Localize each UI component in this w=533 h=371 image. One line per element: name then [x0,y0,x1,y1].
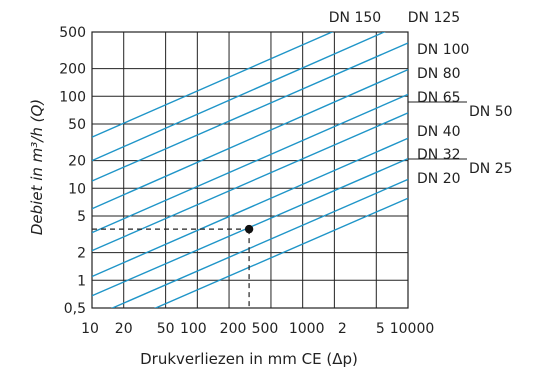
series-line [92,68,408,210]
x-tick-label: 5 [376,321,385,337]
series-line [92,137,408,278]
y-tick-label: 500 [59,25,86,41]
series-label: DN 25 [469,161,513,177]
series-label: DN 40 [417,124,461,140]
series-lines [92,32,408,308]
x-tick-label: 200 [220,321,247,337]
x-tick-label: 10 [81,321,99,337]
series-label: DN 80 [417,66,461,82]
y-tick-labels: 0,5 1 2 5 10 20 50 100 200 500 [59,25,86,317]
series-label: DN 150 [329,10,381,26]
x-tick-label: 50 [157,321,175,337]
y-tick-label: 1 [77,273,86,289]
y-axis-title: Debiet in m³/h (Q) [28,99,46,235]
y-tick-label: 100 [59,89,86,105]
y-tick-label: 2 [77,246,86,262]
series-line [92,32,334,138]
x-tick-label: 2 [338,321,347,337]
x-tick-label: 1000 [289,321,325,337]
series-label: DN 50 [469,104,513,120]
x-tick-label: 20 [115,321,133,337]
operating-point [244,224,254,234]
series-label: DN 100 [417,42,469,58]
series-line [92,42,408,182]
series-line [110,178,408,308]
x-axis-title: Drukverliezen in mm CE (Δp) [140,350,358,368]
y-tick-label: 50 [68,117,86,133]
x-tick-label: 500 [252,321,279,337]
series-label: DN 65 [417,90,461,106]
series-line [92,93,408,234]
series-line [92,112,408,252]
x-tick-labels: 10 20 50 100 200 500 1000 2 5 10000 [81,321,434,337]
series-label: DN 125 [408,10,460,26]
x-tick-label: 10000 [390,321,435,337]
series-line [92,32,386,162]
series-label: DN 20 [417,171,461,187]
series-label: DN 32 [417,147,461,163]
y-tick-label: 10 [68,181,86,197]
y-tick-label: 5 [77,209,86,225]
y-tick-label: 20 [68,154,86,170]
y-tick-label: 0,5 [64,301,86,317]
reading-guides [92,224,254,308]
y-tick-label: 200 [59,62,86,78]
x-tick-label: 100 [180,321,207,337]
grid [91,31,409,309]
dn-labels: DN 150 DN 125 DN 100 DN 80 DN 65 DN 50 DN 40 DN… [329,10,513,187]
series-line [153,197,408,308]
